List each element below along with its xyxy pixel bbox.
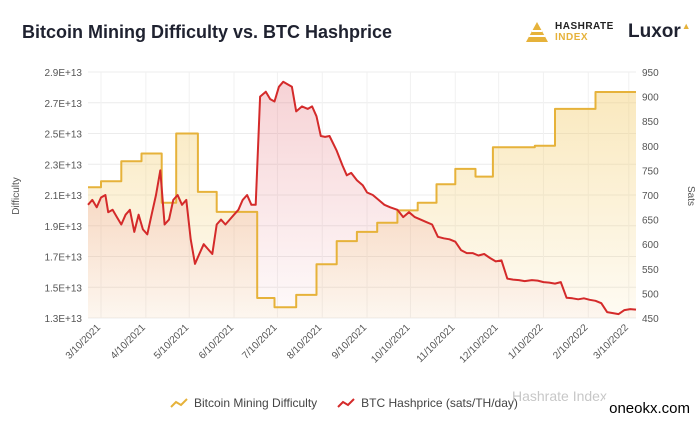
- x-axis: 3/10/2021 4/10/2021 5/10/2021 6/10/2021 7/10…: [64, 322, 631, 365]
- right-tick-label: 700: [642, 191, 659, 202]
- right-tick-label: 900: [642, 93, 659, 104]
- y-axis-label-left: Difficulty: [11, 177, 22, 215]
- right-axis: 950 900 850 800 750 700 650 600 550 500 450: [642, 68, 659, 325]
- right-tick-label: 450: [642, 314, 659, 325]
- chart-title: Bitcoin Mining Difficulty vs. BTC Hashpr…: [22, 22, 393, 42]
- left-tick-label: 1.3E+13: [44, 314, 82, 325]
- series-line-0: [88, 91, 636, 309]
- right-tick-label: 750: [642, 166, 659, 177]
- x-tick-label: 4/10/2021: [109, 322, 149, 362]
- x-tick-label: 7/10/2021: [240, 322, 280, 362]
- left-tick-label: 1.9E+13: [44, 222, 82, 233]
- left-tick-label: 2.3E+13: [44, 160, 82, 171]
- series-area-1: [88, 81, 636, 318]
- series-line-1: [87, 80, 637, 316]
- luxor-logo: Luxor▲: [628, 21, 691, 43]
- x-tick-label: 10/10/2021: [369, 322, 412, 365]
- left-tick-label: 2.1E+13: [44, 191, 82, 202]
- x-tick-label: 2/10/2022: [551, 322, 591, 362]
- x-tick-label: 6/10/2021: [197, 322, 237, 362]
- watermark-corner: oneokx.com: [605, 399, 694, 418]
- hashrate-index-logo-line2: INDEX: [555, 32, 589, 43]
- x-tick-label: 9/10/2021: [330, 322, 370, 362]
- legend-item-hashprice[interactable]: BTC Hashprice (sats/TH/day): [337, 396, 518, 410]
- luxor-logo-mark: ▲: [681, 21, 691, 31]
- legend-item-difficulty[interactable]: Bitcoin Mining Difficulty: [170, 396, 317, 410]
- left-tick-label: 1.7E+13: [44, 253, 82, 264]
- x-tick-label: 1/10/2022: [506, 322, 546, 362]
- right-tick-label: 600: [642, 240, 659, 251]
- x-tick-label: 5/10/2021: [152, 322, 192, 362]
- right-tick-label: 650: [642, 216, 659, 227]
- right-tick-label: 950: [642, 68, 659, 79]
- x-tick-label: 11/10/2021: [415, 322, 458, 365]
- right-tick-label: 500: [642, 289, 659, 300]
- x-tick-label: 3/10/2022: [592, 322, 632, 362]
- right-tick-label: 850: [642, 117, 659, 128]
- left-axis: 2.9E+13 2.7E+13 2.5E+13 2.3E+13 2.1E+13 1.9E+…: [44, 68, 82, 325]
- left-tick-label: 2.5E+13: [44, 130, 82, 141]
- legend-label-difficulty: Bitcoin Mining Difficulty: [194, 396, 318, 410]
- watermark-faint: Hashrate Index: [512, 388, 607, 404]
- hashrate-index-logo: HASHRATE INDEX: [524, 20, 614, 44]
- legend-swatch-difficulty: [170, 398, 188, 408]
- legend: Bitcoin Mining Difficulty BTC Hashprice …: [170, 396, 538, 410]
- legend-swatch-hashprice: [337, 398, 355, 408]
- left-tick-label: 1.5E+13: [44, 283, 82, 294]
- x-tick-label: 8/10/2021: [285, 322, 325, 362]
- x-tick-label: 12/10/2021: [458, 322, 501, 365]
- y-axis-label-right: Sats: [685, 186, 696, 206]
- hashrate-index-logo-icon: [526, 22, 548, 42]
- legend-label-hashprice: BTC Hashprice (sats/TH/day): [361, 396, 518, 410]
- series-lines: [87, 80, 637, 316]
- luxor-logo-text: Luxor: [628, 21, 681, 42]
- left-tick-label: 2.9E+13: [44, 68, 82, 79]
- hashrate-index-logo-line1: HASHRATE: [555, 21, 614, 32]
- right-tick-label: 550: [642, 265, 659, 276]
- left-tick-label: 2.7E+13: [44, 99, 82, 110]
- right-tick-label: 800: [642, 142, 659, 153]
- x-tick-label: 3/10/2021: [64, 322, 104, 362]
